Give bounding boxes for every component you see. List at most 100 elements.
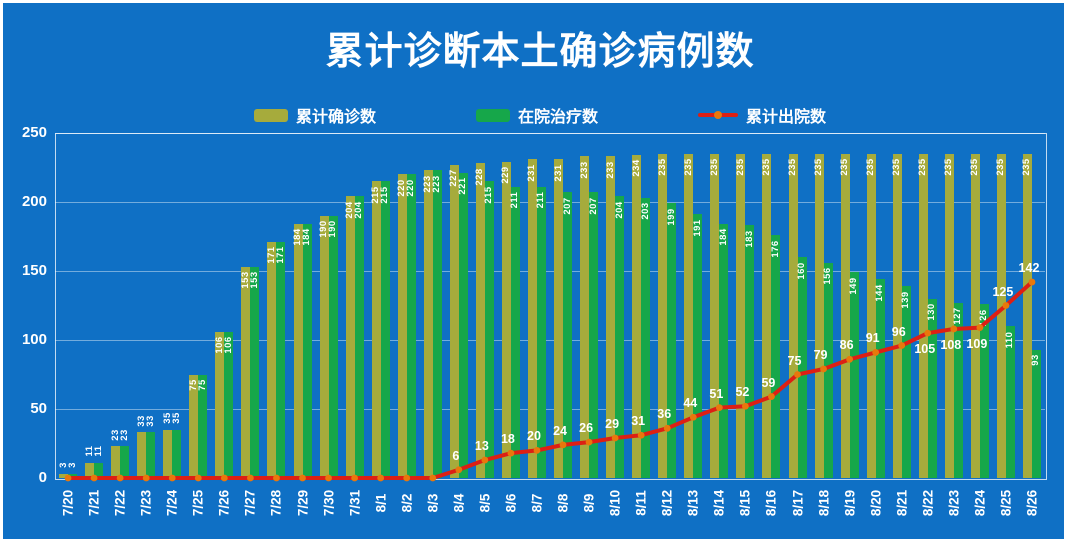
bar-inhospital	[953, 302, 963, 478]
legend-swatch-confirmed-icon	[253, 108, 288, 122]
bar-confirmed	[762, 153, 772, 478]
bar-inhospital	[536, 186, 546, 478]
line-marker-icon	[637, 431, 645, 439]
bar-inhospital	[120, 446, 130, 478]
bar-confirmed	[85, 462, 95, 478]
line-marker-icon	[220, 474, 228, 482]
bar-confirmed	[788, 153, 798, 478]
line-marker-icon	[481, 456, 489, 464]
bar-inhospital	[172, 429, 182, 478]
bar-confirmed	[371, 181, 381, 478]
line-marker-icon	[976, 324, 984, 331]
bar-inhospital	[615, 196, 625, 478]
discharged-value-label: 18	[500, 432, 515, 447]
bar-inhospital	[94, 462, 104, 478]
line-marker-icon	[663, 424, 671, 432]
line-marker-icon	[533, 447, 541, 454]
bar-confirmed	[163, 429, 173, 478]
bar-inhospital	[1005, 326, 1015, 478]
line-marker-icon	[559, 441, 567, 449]
bar-confirmed	[527, 159, 537, 478]
discharged-value-label: 142	[1018, 261, 1040, 276]
legend-label-discharged: 累计出院数	[746, 109, 827, 126]
line-marker-icon	[585, 438, 593, 446]
line-marker-icon	[168, 474, 176, 482]
line-marker-icon	[246, 474, 254, 482]
bar-inhospital	[484, 181, 494, 478]
line-marker-icon	[689, 413, 697, 421]
gridline	[55, 339, 1045, 341]
line-marker-icon	[142, 474, 150, 482]
chart-title: 累计诊断本土确诊病例数	[325, 31, 755, 73]
legend-item-confirmed: 累计确诊数	[253, 103, 376, 127]
bar-confirmed	[736, 153, 746, 478]
y-axis-tick-label: 50	[30, 400, 47, 417]
bar-inhospital	[641, 197, 651, 478]
line-marker-icon	[64, 474, 72, 482]
line-marker-icon	[924, 329, 932, 337]
bar-inhospital	[927, 298, 937, 478]
bar-confirmed	[814, 153, 824, 478]
line-marker-icon	[325, 474, 332, 482]
bar-confirmed	[215, 331, 225, 478]
line-marker-icon	[872, 349, 880, 356]
bar-confirmed	[241, 266, 251, 478]
bar-inhospital	[458, 173, 468, 478]
bar-confirmed	[475, 163, 485, 478]
bar-inhospital	[979, 304, 989, 478]
legend-swatch-inhospital-icon	[475, 108, 510, 122]
discharged-value-label: 26	[579, 421, 594, 436]
line-marker-icon	[846, 355, 854, 363]
discharged-value-label: 59	[761, 375, 776, 390]
bar-inhospital	[328, 215, 338, 478]
bar-inhospital	[745, 225, 755, 478]
bar-inhospital	[797, 257, 807, 478]
bar-confirmed	[319, 215, 329, 478]
discharged-value-label: 20	[527, 429, 541, 444]
bar-confirmed	[267, 242, 277, 478]
discharged-value-label: 51	[709, 386, 724, 401]
discharged-value-label: 6	[452, 448, 460, 463]
y-axis-tick-label: 100	[21, 331, 47, 348]
discharged-value-label: 29	[605, 416, 620, 431]
line-marker-icon	[741, 402, 749, 410]
line-marker-icon	[429, 474, 437, 482]
bar-confirmed	[59, 473, 69, 478]
line-marker-icon	[611, 434, 619, 442]
bar-inhospital	[380, 181, 390, 478]
bar-confirmed	[632, 155, 642, 478]
discharged-value-label: 109	[966, 336, 988, 351]
bar-inhospital	[771, 235, 781, 478]
bar-inhospital	[589, 192, 599, 478]
bar-confirmed	[658, 153, 668, 478]
bar-inhospital	[823, 262, 833, 478]
bar-inhospital	[849, 272, 859, 478]
line-marker-icon	[898, 342, 906, 349]
line-marker-icon	[507, 449, 515, 457]
discharged-value-label: 125	[992, 284, 1014, 299]
bar-confirmed	[1022, 153, 1032, 478]
bar-confirmed	[606, 156, 616, 478]
discharged-value-label: 44	[683, 396, 698, 411]
gridline	[55, 132, 1045, 134]
line-marker-icon	[794, 371, 801, 378]
line-marker-icon	[273, 474, 280, 482]
discharged-value-label: 79	[813, 347, 828, 362]
gridline	[55, 408, 1045, 410]
line-marker-icon	[377, 474, 385, 482]
bar-inhospital	[901, 286, 911, 478]
bar-inhospital	[146, 432, 156, 478]
bar-confirmed	[554, 159, 564, 478]
bar-inhospital	[198, 374, 208, 478]
bar-inhospital	[276, 242, 286, 478]
discharged-value-label: 36	[657, 407, 672, 422]
bar-confirmed	[840, 153, 850, 478]
bar-inhospital	[1031, 349, 1041, 478]
bar-inhospital	[563, 192, 573, 478]
bar-confirmed	[449, 164, 459, 478]
line-marker-icon	[820, 365, 827, 373]
bar-confirmed	[501, 161, 511, 478]
discharged-value-label: 108	[940, 337, 962, 352]
bar-inhospital	[68, 473, 78, 478]
discharged-value-label: 24	[553, 423, 567, 438]
